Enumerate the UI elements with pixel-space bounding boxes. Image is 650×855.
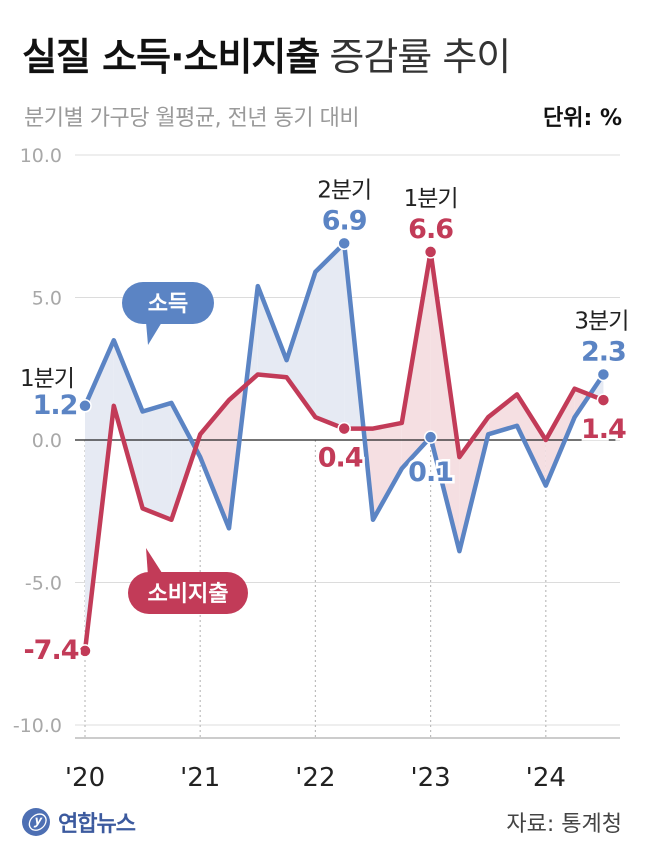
logo-text: 연합뉴스 <box>58 812 136 837</box>
y-tick-label: -5.0 <box>25 573 62 595</box>
x-tick-label: '23 <box>410 763 450 793</box>
quarter-label: 3분기 <box>574 308 628 334</box>
gap-fill-area <box>286 271 316 418</box>
y-tick-label: -10.0 <box>13 715 62 737</box>
data-point-marker <box>423 430 438 444</box>
legend-label-spending: 소비지출 <box>148 582 229 607</box>
gap-fill-area <box>315 243 345 429</box>
x-tick-label: '20 <box>65 763 105 793</box>
data-point-marker <box>78 399 92 413</box>
data-point-marker <box>337 421 351 436</box>
data-point-marker <box>337 236 351 251</box>
legend-bubble-income-tail <box>146 322 162 345</box>
data-point-marker <box>423 245 438 259</box>
legend-bubble-spending <box>128 572 248 614</box>
quarter-label: 2분기 <box>317 177 371 203</box>
data-point-marker <box>596 367 611 382</box>
gap-fill-area <box>373 422 402 520</box>
data-point-marker <box>78 644 92 658</box>
quarter-label: 1분기 <box>404 186 458 212</box>
gap-fill-area <box>430 251 460 552</box>
data-point-marker <box>596 393 611 407</box>
chart-subtitle: 분기별 가구당 월평균, 전년 동기 대비 <box>24 106 360 131</box>
y-tick-label: 5.0 <box>32 288 62 310</box>
data-value-label: 6.9 <box>322 205 367 236</box>
x-tick-label: '24 <box>526 763 566 793</box>
gap-fill-area <box>488 394 517 435</box>
x-tick-label: '22 <box>295 763 335 793</box>
data-value-label: 0.4 <box>318 443 363 474</box>
logo-mark-icon: ⓨ <box>22 808 50 836</box>
gap-fill-area <box>113 340 143 509</box>
x-tick-label: '21 <box>180 763 220 793</box>
data-value-label: -7.4 <box>23 635 78 666</box>
gap-fill-area <box>545 388 575 486</box>
data-value-label: 1.2 <box>33 390 78 421</box>
title-sub: 증감률 추이 <box>329 35 511 79</box>
legend-bubble-income <box>122 282 214 324</box>
quarter-label: 1분기 <box>20 366 74 392</box>
gap-fill-area <box>171 402 196 520</box>
chart-title: 실질 소득·소비지출 증감률 추이 <box>22 26 511 81</box>
y-tick-label: 0.0 <box>32 430 62 452</box>
data-value-label: 0.1 <box>408 457 453 488</box>
data-value-label: 1.4 <box>581 414 626 445</box>
yonhap-logo: ⓨ 연합뉴스 <box>22 806 136 838</box>
legend-label-income: 소득 <box>148 292 188 317</box>
data-value-label: 6.6 <box>408 214 453 245</box>
unit-label: 단위: % <box>543 106 622 131</box>
data-value-label: 2.3 <box>581 336 626 367</box>
gap-fill-area <box>200 400 229 529</box>
y-tick-label: 10.0 <box>20 145 62 167</box>
gap-fill-area <box>142 402 172 520</box>
legend-bubble-spending-tail <box>146 548 164 576</box>
source-note: 자료: 통계청 <box>506 812 622 837</box>
title-main: 실질 소득·소비지출 <box>22 35 320 79</box>
